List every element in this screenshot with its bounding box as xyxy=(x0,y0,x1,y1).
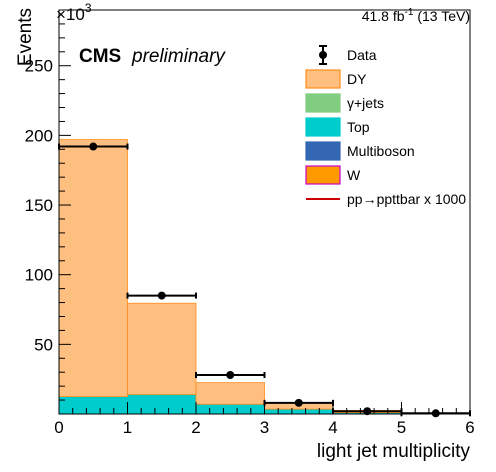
y-tick-label: 50 xyxy=(34,335,53,354)
data-point-marker xyxy=(363,407,372,416)
cms-label: CMS xyxy=(79,46,121,67)
data-point-marker xyxy=(157,291,166,300)
data-point xyxy=(58,142,129,151)
preliminary-label: preliminary xyxy=(131,46,226,67)
bar-top-bin-0 xyxy=(58,396,128,415)
axis-ticks: 0 1 2 3 4 5 6 50 100 150 200 250 xyxy=(25,23,475,437)
legend-label: W xyxy=(347,167,361,183)
bar-dy-bin-0 xyxy=(58,139,128,397)
legend-label: Top xyxy=(347,119,370,135)
legend-label: Data xyxy=(347,47,377,63)
luminosity-label: 41.8 fb-1 (13 TeV) xyxy=(362,7,470,24)
legend-entry-data: Data xyxy=(319,45,377,65)
data-point-marker xyxy=(226,370,235,379)
x-tick-label: 3 xyxy=(260,418,269,437)
legend-label: Multiboson xyxy=(347,143,415,159)
y-axis-label: Events xyxy=(15,8,36,66)
legend-entry-w: W xyxy=(305,165,361,185)
legend-entry-pp-ppttbar-x-1000: pp→ppttbar x 1000 xyxy=(306,191,466,207)
legend-entry-dy: DY xyxy=(305,69,367,89)
data-points xyxy=(58,142,471,418)
legend-marker xyxy=(319,51,327,59)
legend-swatch xyxy=(305,93,341,113)
bar-dy-bin-2 xyxy=(195,382,265,405)
legend-swatch xyxy=(305,141,341,161)
x-tick-label: 0 xyxy=(54,418,63,437)
y-tick-label: 200 xyxy=(25,126,53,145)
legend-swatch xyxy=(305,69,341,89)
legend-entry-jets: γ+jets xyxy=(305,93,384,113)
legend-entry-multiboson: Multiboson xyxy=(305,141,415,161)
x-tick-label: 6 xyxy=(465,418,474,437)
data-point xyxy=(195,370,266,379)
x-axis-label: light jet multiplicity xyxy=(317,441,471,462)
y-tick-label: 250 xyxy=(25,57,53,76)
bar-top-bin-1 xyxy=(127,394,197,415)
data-point xyxy=(126,291,197,300)
data-point-marker xyxy=(89,142,98,151)
y-exponent-label: ×103 xyxy=(56,1,92,24)
legend: Data DY γ+jets Top Multiboson Wpp→ppttbar x 1… xyxy=(305,45,466,207)
data-point xyxy=(263,398,334,407)
legend-swatch xyxy=(305,117,341,137)
y-tick-label: 100 xyxy=(25,266,53,285)
legend-entry-top: Top xyxy=(305,117,370,137)
x-tick-label: 1 xyxy=(123,418,132,437)
data-point-marker xyxy=(431,409,440,418)
legend-label: pp→ppttbar x 1000 xyxy=(347,191,466,207)
bar-top-bin-3 xyxy=(264,408,334,415)
x-tick-label: 2 xyxy=(191,418,200,437)
y-tick-label: 150 xyxy=(25,196,53,215)
legend-swatch xyxy=(305,165,341,185)
bar-top-bin-2 xyxy=(195,403,265,415)
x-tick-label: 4 xyxy=(328,418,337,437)
data-point-marker xyxy=(294,398,303,407)
data-point xyxy=(400,409,471,418)
legend-label: γ+jets xyxy=(347,95,384,111)
legend-label: DY xyxy=(347,71,367,87)
bar-dy-bin-1 xyxy=(127,302,197,395)
x-tick-label: 5 xyxy=(397,418,406,437)
